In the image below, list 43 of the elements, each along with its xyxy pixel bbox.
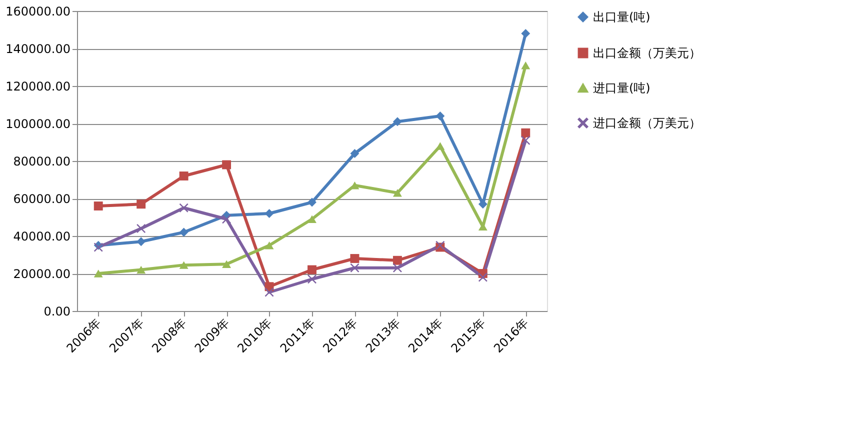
- legend-label: 进口金额（万美元）: [593, 116, 701, 130]
- y-tick-label: 120000.00: [6, 80, 70, 94]
- point: [136, 237, 146, 246]
- point: [478, 272, 488, 282]
- point: [521, 62, 530, 70]
- point: [521, 136, 530, 145]
- point: [392, 263, 402, 272]
- point: [392, 256, 402, 265]
- point: [392, 117, 402, 126]
- point: [350, 149, 360, 158]
- point: [179, 261, 188, 269]
- point: [222, 160, 232, 170]
- point: [264, 242, 274, 250]
- point: [179, 172, 188, 180]
- point: [94, 270, 103, 278]
- legend-label: 进口量(吨): [593, 81, 650, 95]
- point: [308, 215, 316, 223]
- point: [350, 254, 360, 263]
- y-tick-label: 100000.00: [6, 117, 70, 131]
- y-tick-label: 140000.00: [6, 42, 70, 56]
- y-tick-label: 80000.00: [13, 154, 70, 168]
- point: [222, 214, 232, 224]
- point: [308, 265, 316, 274]
- legend-label: 出口量(吨): [593, 10, 650, 24]
- y-tick-label: 40000.00: [13, 230, 70, 244]
- point: [436, 112, 445, 120]
- point: [521, 128, 530, 138]
- point: [179, 203, 188, 212]
- y-tick-label: 20000.00: [13, 267, 70, 281]
- y-tick-label: 0.00: [44, 304, 70, 318]
- y-tick-label: 160000.00: [6, 4, 70, 18]
- legend-label: 出口金额（万美元）: [593, 46, 701, 60]
- point: [392, 189, 402, 197]
- point: [350, 263, 360, 272]
- point: [179, 228, 188, 237]
- point: [136, 200, 146, 209]
- point: [222, 260, 232, 268]
- point: [308, 198, 316, 207]
- point: [136, 266, 146, 274]
- y-tick-label: 60000.00: [13, 192, 70, 206]
- point: [308, 274, 316, 284]
- point: [94, 202, 103, 210]
- point: [521, 29, 530, 38]
